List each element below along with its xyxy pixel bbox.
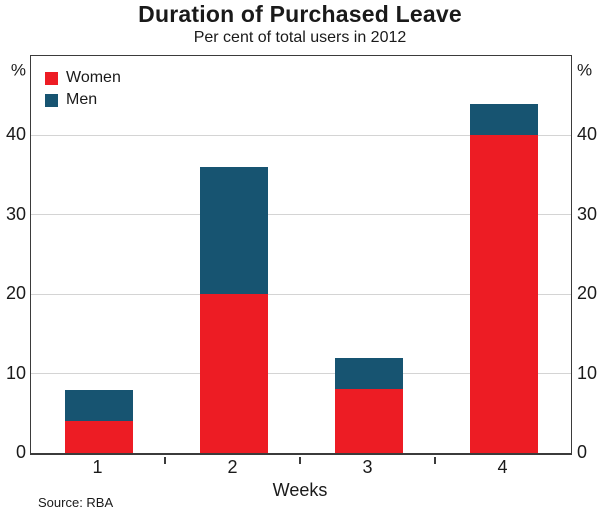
legend-label: Men bbox=[66, 91, 98, 108]
percent-label-left: % bbox=[10, 60, 26, 80]
bar-segment-men bbox=[199, 167, 268, 295]
y-axis-label-right: 0 bbox=[577, 442, 588, 462]
legend: Women Men bbox=[45, 67, 121, 111]
bar-segment-women bbox=[64, 421, 133, 453]
chart-subtitle: Per cent of total users in 2012 bbox=[193, 29, 407, 46]
legend-swatch-men bbox=[45, 93, 58, 107]
gridline bbox=[31, 293, 571, 295]
y-axis-label-left: 20 bbox=[5, 283, 26, 304]
y-axis-label-right: 10 bbox=[577, 362, 598, 383]
bar-segment-women bbox=[199, 294, 268, 453]
gridline bbox=[31, 214, 571, 216]
x-axis-title: Weeks bbox=[272, 480, 328, 500]
bar-segment-women bbox=[334, 389, 403, 453]
x-axis-tick bbox=[164, 457, 166, 464]
y-axis-label-left: 30 bbox=[5, 203, 26, 224]
y-axis-label-left: 0 bbox=[15, 442, 26, 462]
bar-segment-men bbox=[334, 357, 403, 390]
legend-swatch-women bbox=[45, 71, 58, 85]
y-axis-label-left: 10 bbox=[5, 362, 26, 383]
y-axis-label-right: 20 bbox=[577, 283, 598, 304]
x-axis-tick bbox=[434, 457, 436, 464]
chart-title: Duration of Purchased Leave bbox=[138, 1, 462, 27]
legend-item-men: Men bbox=[45, 89, 121, 111]
bar-segment-men bbox=[64, 389, 133, 422]
gridline bbox=[31, 134, 571, 136]
y-axis-label-left: 40 bbox=[5, 124, 26, 145]
source-note: Source: RBA bbox=[38, 495, 114, 510]
x-axis-tick bbox=[299, 457, 301, 464]
legend-item-women: Women bbox=[45, 67, 121, 89]
gridline bbox=[31, 373, 571, 375]
x-axis-label: 3 bbox=[362, 457, 373, 477]
legend-label: Women bbox=[66, 69, 121, 86]
x-axis-label: 4 bbox=[497, 457, 508, 477]
y-axis-label-right: 30 bbox=[577, 203, 598, 224]
x-axis-label: 1 bbox=[92, 457, 103, 477]
percent-label-right: % bbox=[577, 60, 593, 80]
x-axis-label: 2 bbox=[227, 457, 238, 477]
plot-area: Women Men bbox=[30, 55, 572, 455]
bar-segment-women bbox=[469, 135, 538, 453]
bar-segment-men bbox=[469, 103, 538, 136]
y-axis-label-right: 40 bbox=[577, 124, 598, 145]
